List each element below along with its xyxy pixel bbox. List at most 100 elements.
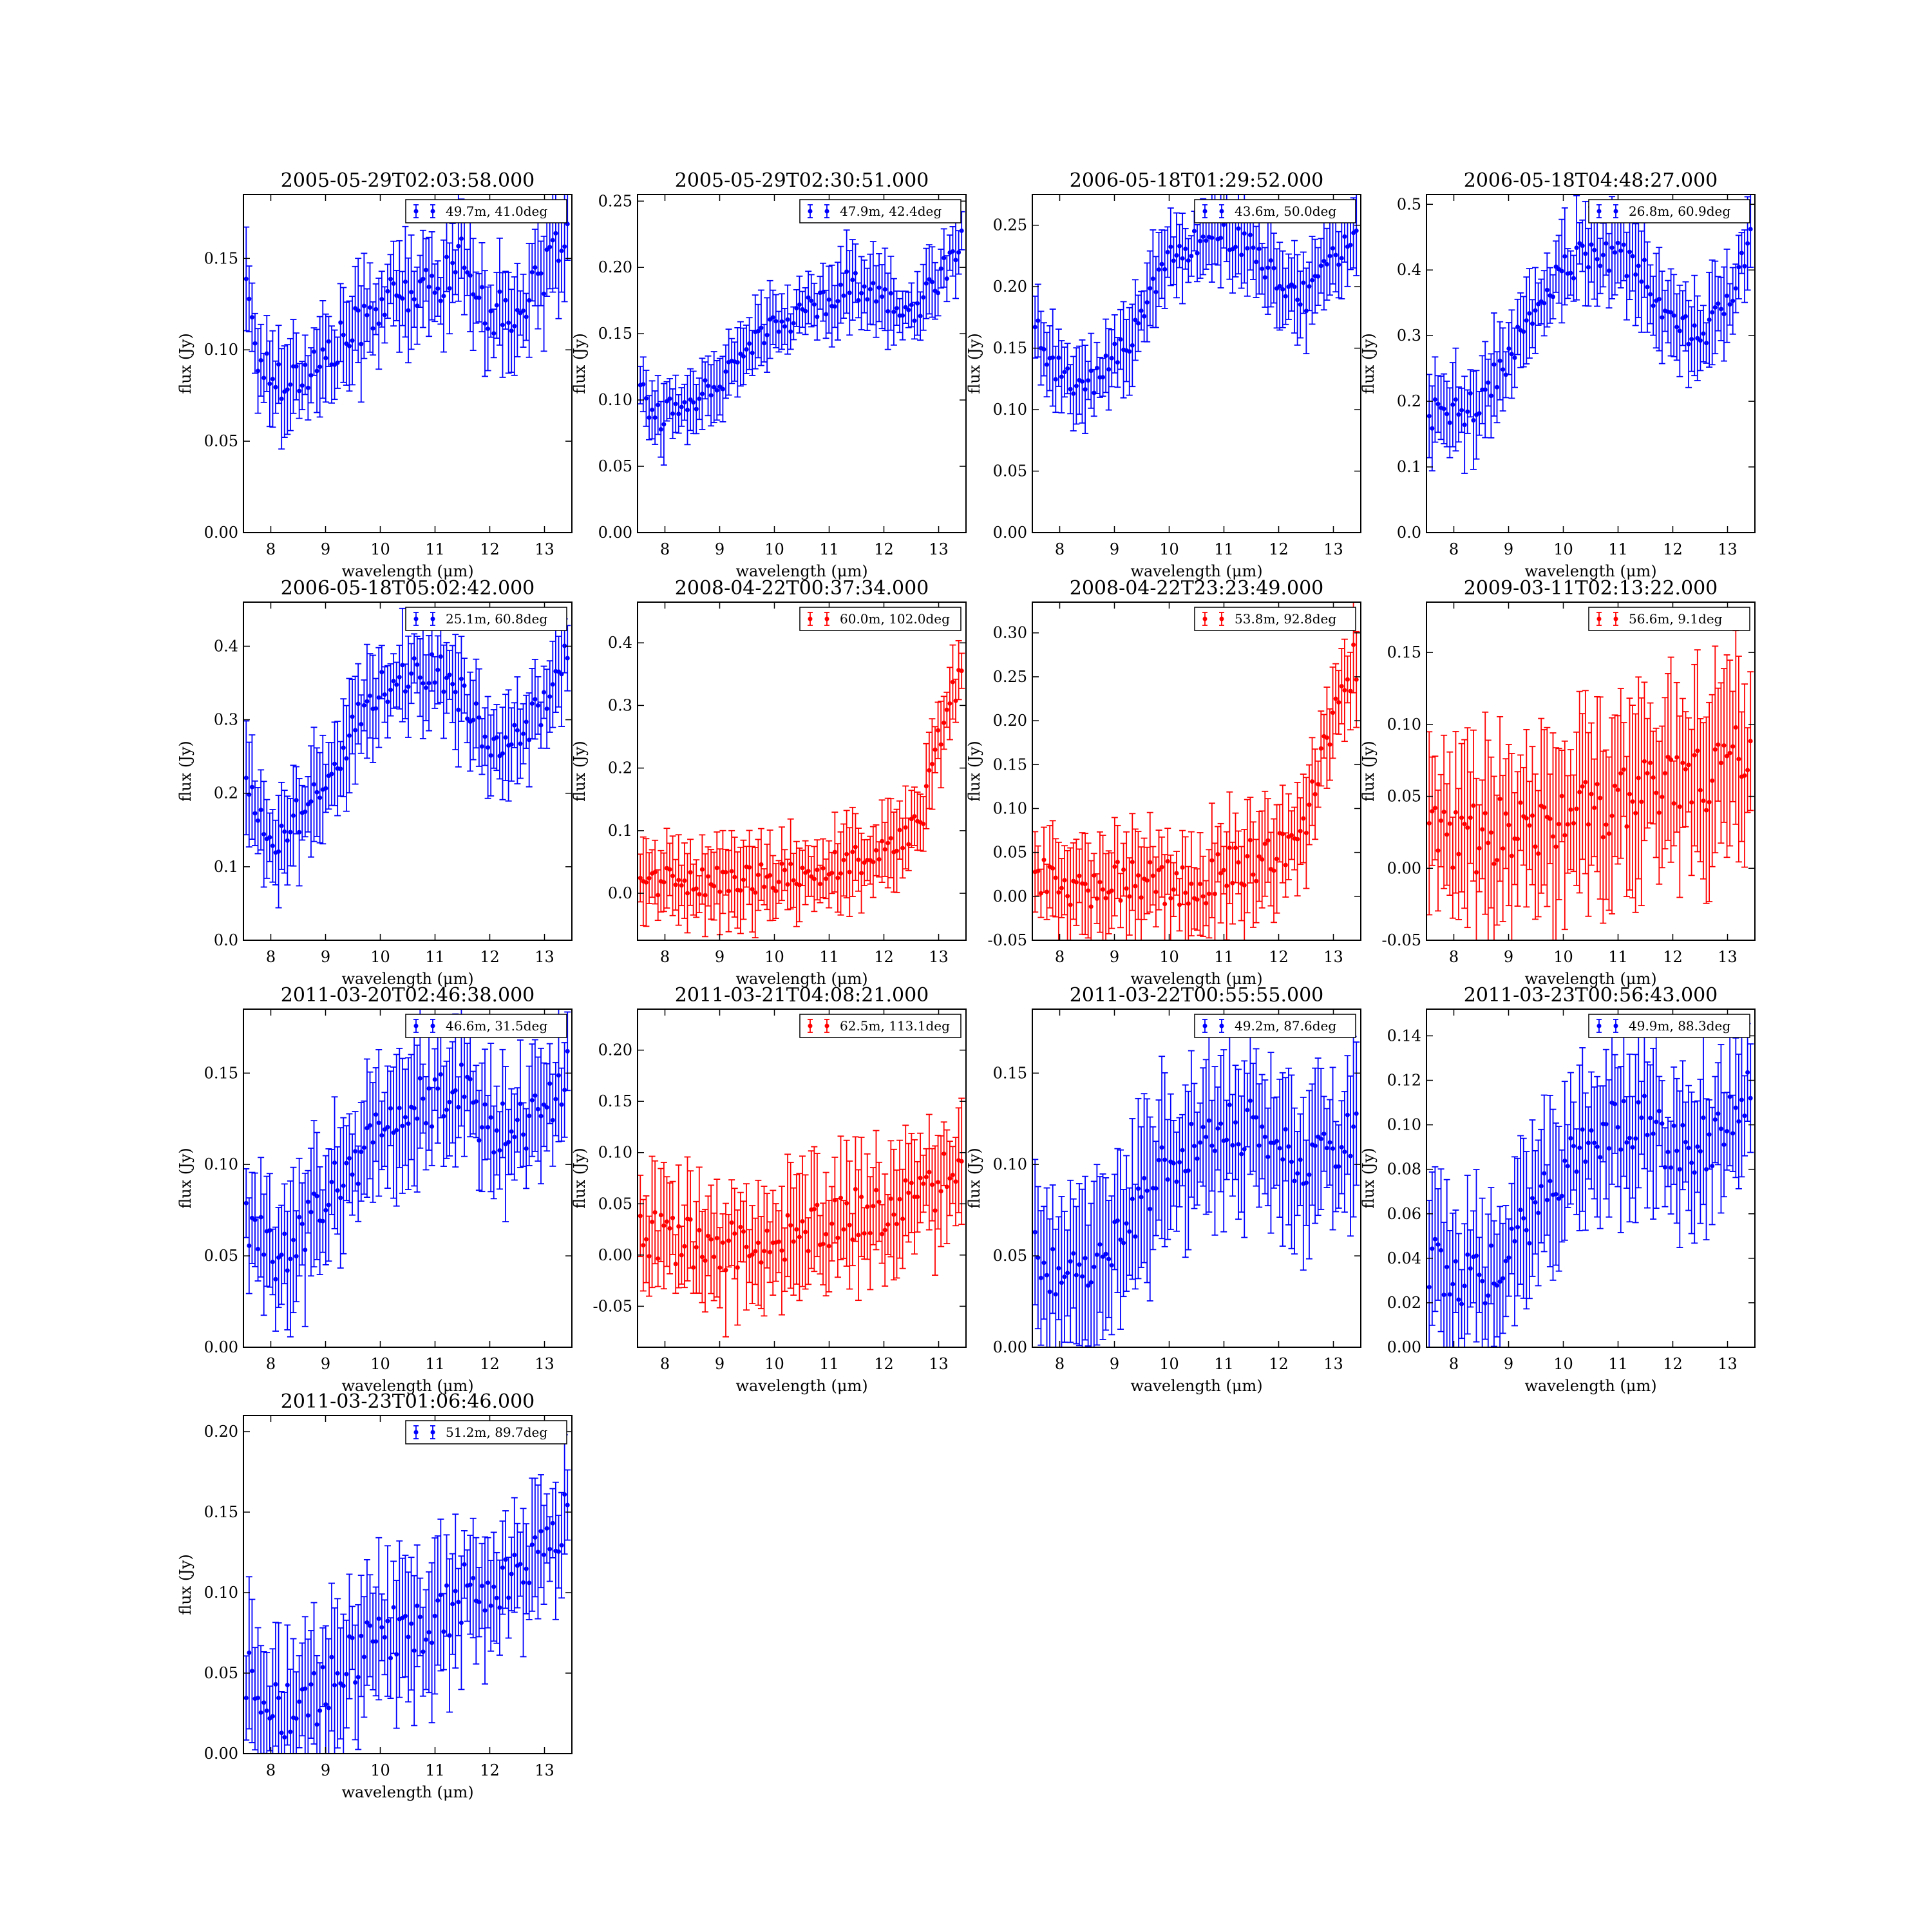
data-point <box>299 361 306 411</box>
point-marker <box>438 654 443 659</box>
point-marker <box>1115 860 1120 865</box>
data-point <box>272 819 279 886</box>
point-marker <box>1101 887 1106 892</box>
data-point <box>1276 242 1283 331</box>
data-point <box>1721 668 1728 823</box>
point-marker <box>1503 811 1508 816</box>
point-marker <box>638 875 643 880</box>
data-point <box>1511 792 1518 886</box>
point-marker <box>365 1126 370 1131</box>
point-marker <box>421 681 426 686</box>
point-marker <box>503 735 508 740</box>
point-marker <box>249 315 254 320</box>
point-marker <box>1636 775 1641 781</box>
point-marker <box>950 679 955 685</box>
point-marker <box>1521 329 1526 334</box>
point-marker <box>359 341 364 346</box>
point-marker <box>1542 301 1547 306</box>
data-point <box>340 698 347 797</box>
data-point <box>293 766 300 835</box>
point-marker <box>1139 895 1144 900</box>
point-marker <box>947 701 952 706</box>
point-marker <box>312 349 317 354</box>
data-point <box>761 868 768 905</box>
point-marker <box>841 293 846 298</box>
legend: 60.0m, 102.0deg <box>799 607 961 631</box>
point-marker <box>1280 287 1285 292</box>
data-point <box>834 843 841 913</box>
point-marker <box>929 761 934 766</box>
subplot-panel: 8 9 10 11 12 130.00.10.20.30.42006-05-18T05:0… <box>176 577 573 988</box>
data-point <box>920 263 927 331</box>
point-marker <box>441 294 446 299</box>
point-marker <box>1180 865 1185 870</box>
data-point <box>1667 268 1674 357</box>
point-marker <box>661 880 667 885</box>
point-marker <box>1444 412 1450 417</box>
point-marker <box>664 399 669 404</box>
data-point <box>1300 773 1307 864</box>
data-point <box>802 287 809 336</box>
point-marker <box>426 681 431 686</box>
point-marker <box>1453 810 1458 815</box>
data-point <box>1747 671 1754 811</box>
point-marker <box>1165 858 1170 864</box>
data-point <box>357 694 365 754</box>
data-point <box>1058 340 1065 413</box>
data-point <box>346 677 353 793</box>
point-marker <box>1236 226 1241 231</box>
point-marker <box>1094 896 1099 901</box>
point-marker <box>1542 805 1547 810</box>
point-marker <box>1501 367 1506 372</box>
data-point <box>1682 711 1689 828</box>
point-marker <box>1501 846 1506 851</box>
data-point <box>1629 705 1636 899</box>
x-tick-label: 8 <box>266 948 276 966</box>
y-tick-label: 0.5 <box>1397 195 1421 213</box>
point-marker <box>1692 323 1697 328</box>
point-marker <box>355 308 361 313</box>
point-marker <box>670 411 676 416</box>
point-marker <box>465 270 470 275</box>
point-marker <box>1712 305 1718 310</box>
data-point <box>696 875 703 913</box>
point-marker <box>1718 307 1723 312</box>
data-point <box>301 786 308 838</box>
point-marker <box>453 690 458 695</box>
point-marker <box>1683 766 1688 772</box>
data-point <box>790 853 797 908</box>
data-point <box>917 291 924 341</box>
point-marker <box>1247 232 1253 238</box>
data-point <box>708 849 715 920</box>
point-marker <box>741 354 746 359</box>
data-point <box>258 769 265 851</box>
data-point <box>799 849 806 887</box>
point-marker <box>1256 854 1262 859</box>
data-point <box>817 864 824 904</box>
point-marker <box>368 693 373 698</box>
y-axis-label: flux (Jy) <box>176 741 194 802</box>
point-marker <box>679 883 684 888</box>
data-point <box>1744 727 1751 813</box>
data-point <box>1673 681 1680 833</box>
point-marker <box>305 1199 310 1204</box>
y-tick-label: 0.2 <box>1397 392 1421 410</box>
point-marker <box>456 707 461 712</box>
point-marker <box>294 364 299 369</box>
x-tick-label: 9 <box>715 948 724 966</box>
data-point <box>1318 238 1325 294</box>
data-point <box>1490 775 1497 940</box>
point-marker <box>1615 787 1620 792</box>
legend: 49.7m, 41.0deg <box>405 199 567 223</box>
point-marker <box>374 307 379 312</box>
data-point <box>1473 777 1480 940</box>
point-marker <box>753 890 758 895</box>
point-marker <box>1639 279 1644 284</box>
data-point <box>1206 849 1213 939</box>
point-marker <box>847 290 852 296</box>
point-marker <box>402 689 408 694</box>
data-point <box>787 313 794 350</box>
point-marker <box>500 751 505 756</box>
data-point <box>1529 299 1536 348</box>
legend-label: 60.0m, 102.0deg <box>840 611 950 627</box>
